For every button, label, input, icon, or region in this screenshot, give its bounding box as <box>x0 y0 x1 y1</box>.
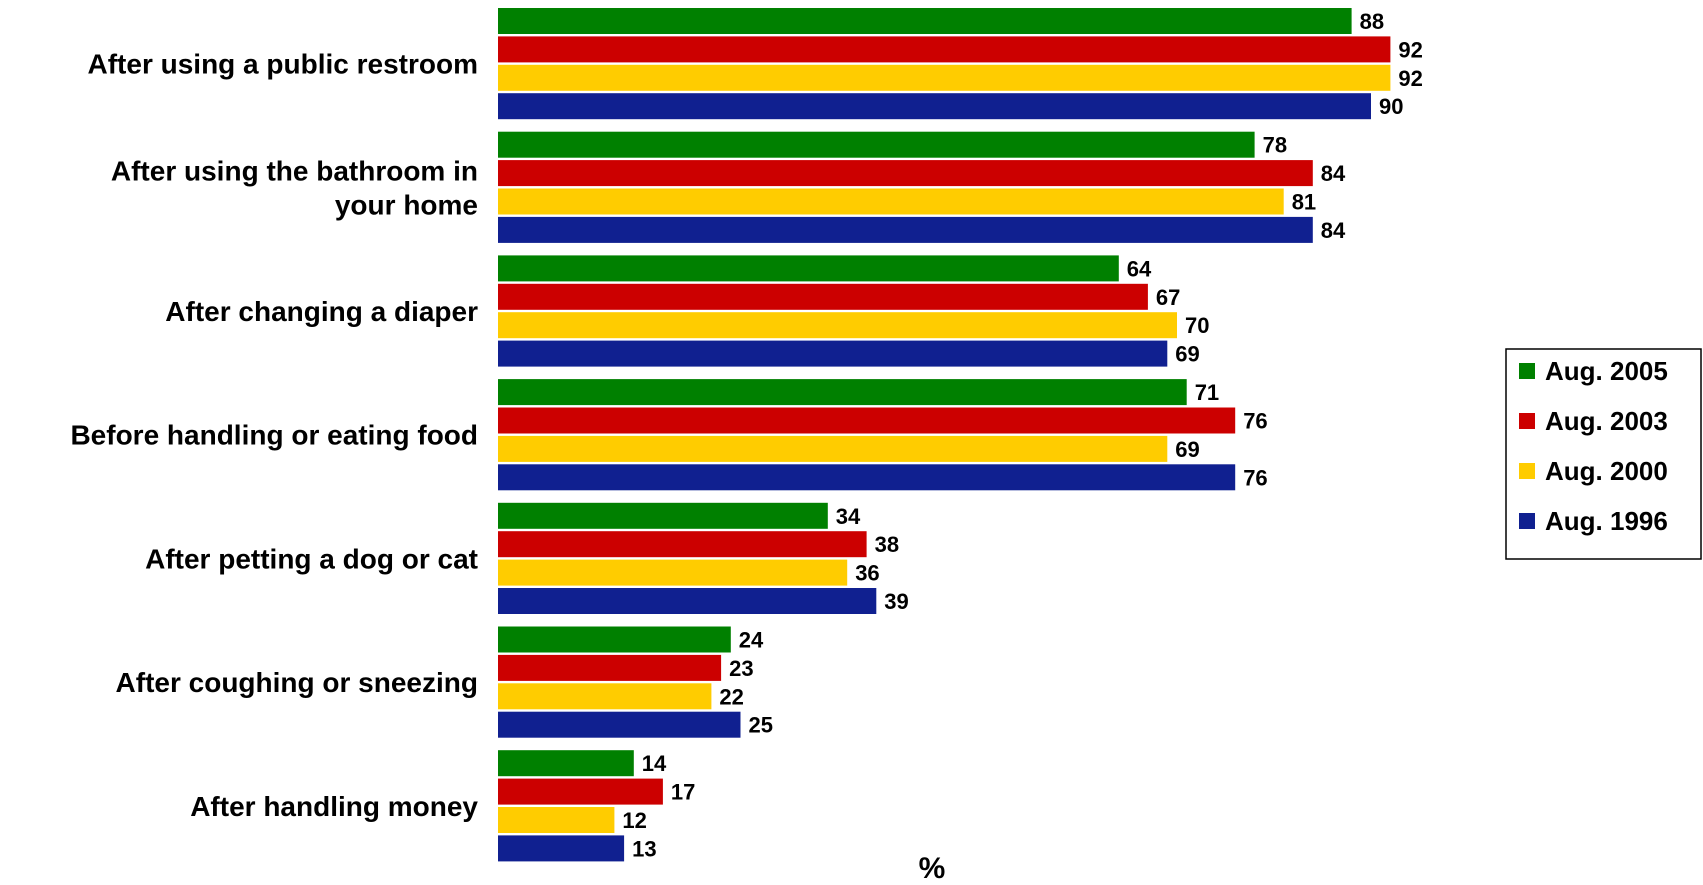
category-labels: After using a public restroom After using… <box>70 49 478 822</box>
legend-label: Aug. 1996 <box>1545 506 1668 536</box>
bar <box>498 750 634 777</box>
bar <box>498 312 1177 339</box>
bar <box>498 407 1236 434</box>
bar <box>498 807 615 833</box>
data-label: 69 <box>1175 437 1199 462</box>
data-label: 88 <box>1360 9 1384 34</box>
legend-label: Aug. 2005 <box>1545 356 1668 386</box>
bar <box>498 711 741 738</box>
bar <box>498 531 867 558</box>
bar <box>498 131 1255 158</box>
data-label: 92 <box>1398 37 1422 62</box>
data-label: 84 <box>1321 218 1346 243</box>
category-label: Before handling or eating food <box>70 420 478 451</box>
legend-swatch <box>1519 363 1535 379</box>
data-label: 90 <box>1379 94 1403 119</box>
data-label: 71 <box>1195 380 1219 405</box>
category-label: your home <box>335 189 478 220</box>
data-label: 81 <box>1292 190 1316 215</box>
data-label: 84 <box>1321 161 1346 186</box>
bar <box>498 464 1236 491</box>
bar <box>498 160 1313 187</box>
data-label: 76 <box>1243 465 1267 490</box>
data-label: 70 <box>1185 313 1209 338</box>
data-label: 76 <box>1243 409 1267 434</box>
bar <box>498 283 1148 310</box>
category-label: After using the bathroom in <box>111 155 478 186</box>
data-label: 39 <box>884 589 908 614</box>
bar <box>498 8 1352 34</box>
data-label: 14 <box>642 751 667 776</box>
legend-swatch <box>1519 413 1535 429</box>
data-label: 17 <box>671 780 695 805</box>
data-label: 23 <box>729 656 753 681</box>
data-label: 13 <box>632 836 656 861</box>
bar <box>498 93 1371 120</box>
legend-swatch <box>1519 463 1535 479</box>
data-label: 38 <box>875 532 899 557</box>
category-label: After using a public restroom <box>88 49 479 80</box>
bar <box>498 340 1168 367</box>
category-label: After coughing or sneezing <box>116 667 478 698</box>
bar <box>498 435 1168 462</box>
bar <box>498 255 1119 282</box>
bar <box>498 502 828 529</box>
bar <box>498 588 877 614</box>
bar <box>498 379 1187 406</box>
data-label: 34 <box>836 504 861 529</box>
data-label: 25 <box>749 713 773 738</box>
category-label: After changing a diaper <box>165 296 478 327</box>
data-label: 36 <box>855 561 879 586</box>
category-label: After petting a dog or cat <box>145 543 478 574</box>
legend-label: Aug. 2000 <box>1545 456 1668 486</box>
bar <box>498 188 1284 215</box>
legend-label: Aug. 2003 <box>1545 406 1668 436</box>
bar <box>498 683 712 710</box>
legend-swatch <box>1519 513 1535 529</box>
data-label: 24 <box>739 628 764 653</box>
data-label: 12 <box>622 808 646 833</box>
bar <box>498 36 1391 63</box>
legend: Aug. 2005 Aug. 2003 Aug. 2000 Aug. 1996 <box>1505 348 1702 560</box>
data-label: 67 <box>1156 285 1180 310</box>
bar <box>498 64 1391 91</box>
data-label: 22 <box>719 684 743 709</box>
bar <box>498 216 1313 243</box>
data-label: 64 <box>1127 256 1152 281</box>
bar <box>498 626 731 653</box>
x-axis-title: % <box>919 852 946 885</box>
bar <box>498 835 625 862</box>
bar <box>498 559 848 586</box>
bar <box>498 778 663 805</box>
legend-frame <box>1505 348 1702 560</box>
category-label: After handling money <box>190 791 478 822</box>
data-label: 69 <box>1175 342 1199 367</box>
bar <box>498 654 722 681</box>
data-label: 92 <box>1398 66 1422 91</box>
data-label: 78 <box>1263 133 1287 158</box>
